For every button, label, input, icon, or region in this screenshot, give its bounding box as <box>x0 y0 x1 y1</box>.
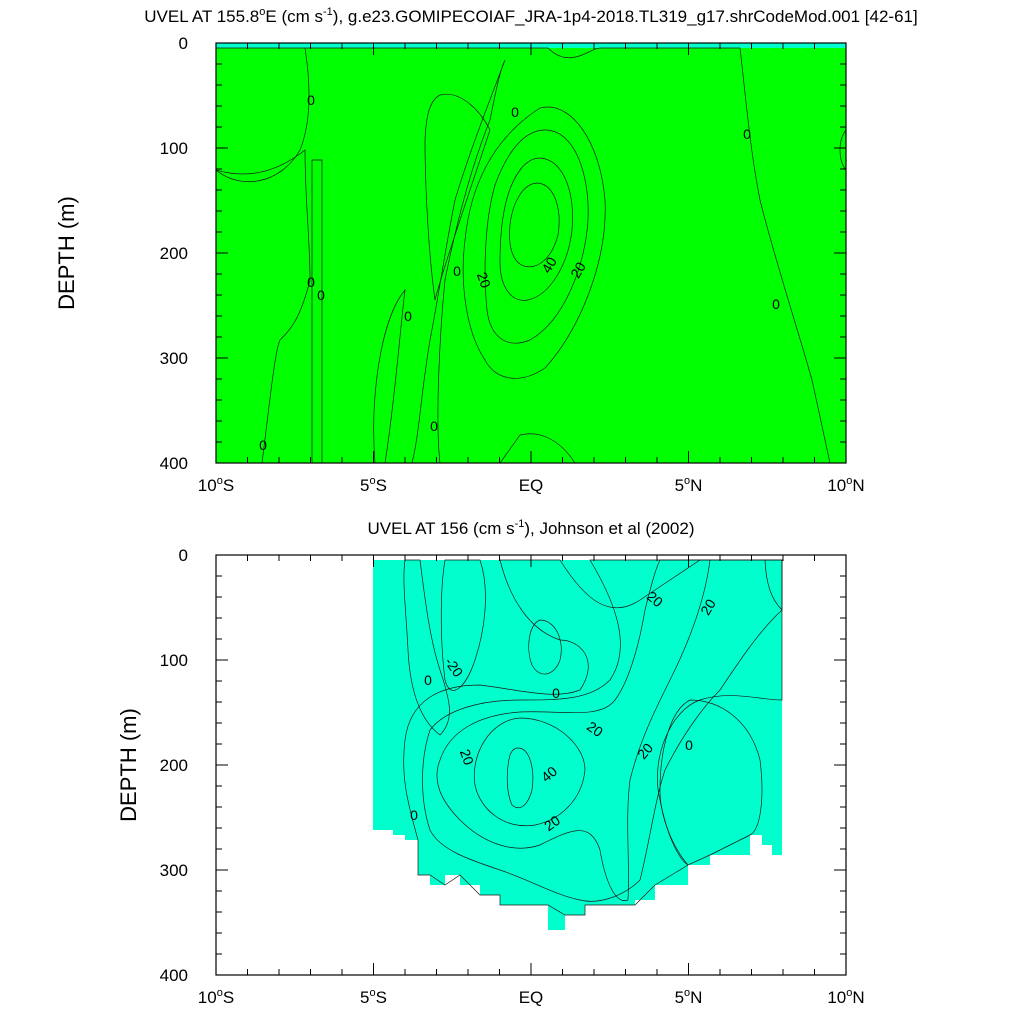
x-tick-label: 5oS <box>360 475 387 495</box>
obs-cyan-center <box>528 619 562 675</box>
contour-label: 20 <box>567 259 589 281</box>
panel-model-plot: 0 0 0 0 0 0 0 0 0 20 40 20 0 <box>216 43 846 463</box>
y-tick-label: 200 <box>160 756 188 775</box>
contour-label: 0 <box>317 287 325 303</box>
obs-green <box>403 559 783 916</box>
y-tick-label: 400 <box>160 966 188 985</box>
contour-label: 0 <box>453 263 461 279</box>
contour-label: 0 <box>307 92 315 108</box>
y-tick-label: 0 <box>179 546 188 565</box>
x-tick-label: 5oN <box>675 987 703 1007</box>
panel-observed-title: UVEL AT 156 (cm s-1), Johnson et al (200… <box>368 518 695 538</box>
y-tick-label: 300 <box>160 861 188 880</box>
obs-cyan-left <box>403 559 450 736</box>
fill-neg10-pocket <box>424 93 491 301</box>
x-tick-label: 5oS <box>360 987 387 1007</box>
x-tick-label: 10oS <box>198 475 234 495</box>
contour-label: 0 <box>259 437 267 453</box>
contour-label: 0 <box>743 126 751 142</box>
fill-30-40 <box>499 157 573 301</box>
contour-label: 20 <box>697 596 719 618</box>
fill-0-10 <box>216 43 846 463</box>
contour-label: 0 <box>430 418 438 434</box>
obs-orange <box>506 747 534 809</box>
y-tick-label: 200 <box>160 244 188 263</box>
contour-label: 0 <box>685 737 693 753</box>
y-tick-label: 300 <box>160 349 188 368</box>
contour-label: 0 <box>552 685 560 701</box>
x-tick-label: EQ <box>519 476 544 495</box>
zero-line-left <box>216 47 310 183</box>
obs-domain <box>373 560 782 930</box>
panel-observed-ylabel: DEPTH (m) <box>116 708 141 822</box>
obs-yellow <box>436 559 711 901</box>
fill-20-30 <box>484 129 589 344</box>
y-tick-label: 100 <box>160 139 188 158</box>
contour-label: 0 <box>511 104 519 120</box>
obs-cyan-mid <box>440 559 486 691</box>
contour-label: 0 <box>772 296 780 312</box>
y-tick-label: 100 <box>160 651 188 670</box>
obs-yellow-right <box>764 559 783 611</box>
fill-10-20 <box>462 106 606 379</box>
x-tick-label: 10oN <box>827 987 864 1007</box>
contour-label: 0 <box>404 308 412 324</box>
x-tick-label: EQ <box>519 988 544 1007</box>
x-tick-label: 5oN <box>675 475 703 495</box>
contour-labels-model: 0 0 0 0 0 0 0 0 0 20 40 20 0 <box>259 92 780 453</box>
panel-observed: UVEL AT 156 (cm s-1), Johnson et al (200… <box>116 518 865 1007</box>
x-tick-label: 10oS <box>198 987 234 1007</box>
y-tick-label: 400 <box>160 454 188 473</box>
contour-label: 0 <box>410 807 418 823</box>
fill-40-50 <box>509 182 560 268</box>
obs-orange-light <box>473 717 586 827</box>
fill-neg-region <box>216 47 831 463</box>
contour-label: 20 <box>457 747 477 767</box>
panel-model-ylabel: DEPTH (m) <box>54 196 79 310</box>
contour-label: 40 <box>538 254 560 276</box>
contour-label: 20 <box>474 270 494 290</box>
obs-cyan-right <box>659 699 763 866</box>
panel-observed-plot: -20 0 0 0 20 20 20 20 40 20 20 0 <box>373 559 783 930</box>
panel-model-title: UVEL AT 155.8oE (cm s-1), g.e23.GOMIPECO… <box>144 6 917 26</box>
y-tick-label: 0 <box>179 34 188 53</box>
x-tick-label: 10oN <box>827 475 864 495</box>
contour-label: 0 <box>307 274 315 290</box>
panel-model: UVEL AT 155.8oE (cm s-1), g.e23.GOMIPECO… <box>54 6 918 495</box>
contour-label: 0 <box>424 672 432 688</box>
obs-lightgreen <box>422 559 783 902</box>
